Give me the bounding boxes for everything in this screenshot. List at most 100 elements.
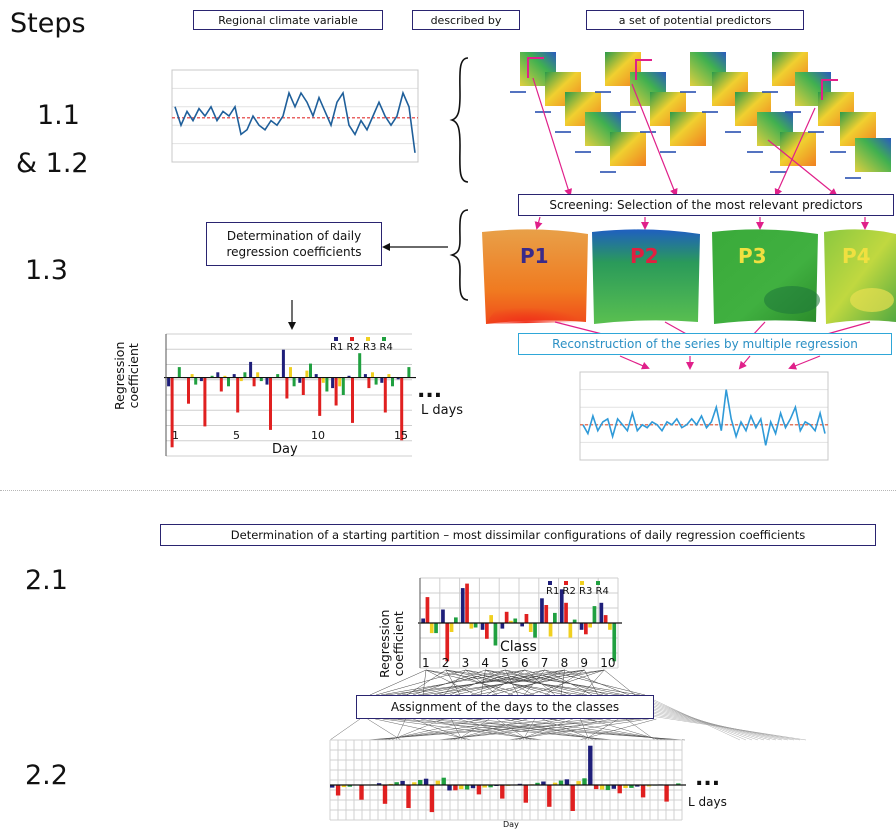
days-chart-bar <box>359 785 364 800</box>
p2-label: P2 <box>630 244 659 268</box>
predictor-map-p2 <box>592 229 700 324</box>
class-assignment-line <box>584 669 599 696</box>
day-assignment-line <box>522 718 535 741</box>
daily-coefficients-bar-r2 <box>170 377 174 448</box>
bottom-chart-ellipsis: ... <box>695 766 721 791</box>
days-chart-bar <box>482 785 487 788</box>
class-assignment-line <box>422 669 427 696</box>
daily-coefficients-bar-r3 <box>387 374 391 378</box>
daily-coefficients-bar-r1 <box>396 377 400 380</box>
days-chart-bar <box>599 785 605 790</box>
day-assignment-line <box>458 718 534 741</box>
daily-coefficients-bar-r1 <box>298 377 302 383</box>
days-chart-bar <box>576 781 581 785</box>
p1-label: P1 <box>520 244 549 268</box>
daily-coefficients-bar-r4 <box>391 377 394 387</box>
day-assignment-line <box>420 718 539 741</box>
daily-chart-xlabel: Day <box>272 442 298 457</box>
day-assignment-line <box>365 718 634 741</box>
class-coefficients-legend-swatch <box>564 581 568 585</box>
daily-chart-ldays: L days <box>421 403 464 418</box>
day-assignment-line <box>542 718 595 741</box>
class-coefficients-bar-r3 <box>548 623 553 637</box>
daily-coefficients-bar-r1 <box>167 377 171 387</box>
predictor-map-thumbnail <box>610 132 646 166</box>
daily-coefficients-bar-r2 <box>252 377 256 387</box>
daily-coefficients-legend-swatch <box>350 337 354 341</box>
days-chart-bar <box>447 785 452 791</box>
class-coefficients-bar-r1 <box>599 602 604 624</box>
predictor-map-thumbnail <box>780 132 816 166</box>
days-chart-bar <box>330 785 335 788</box>
day-assignment-line <box>395 718 406 741</box>
daily-coefficients-bar-r4 <box>407 367 411 378</box>
class-coefficients-bar-r3 <box>469 623 474 629</box>
brace-2 <box>449 209 469 301</box>
described-by-label: described by <box>412 10 520 30</box>
class-coefficients-bar-r4 <box>553 612 557 623</box>
daily-coefficients-bar-r3 <box>239 377 243 382</box>
class-coefficients-legend-swatch <box>580 581 584 585</box>
bottom-chart-ldays: L days <box>688 795 727 809</box>
class-assignment-line <box>454 669 565 696</box>
class-coefficients-bar-r1 <box>441 609 445 623</box>
day-assignment-line <box>578 718 657 741</box>
days-chart-bar <box>646 785 652 787</box>
daily-coefficients-bar-r2 <box>301 377 305 395</box>
daily-coefficients-bar-r2 <box>318 377 322 416</box>
class-coefficients-bar-r2 <box>485 623 489 639</box>
day-assignment-line <box>625 718 656 741</box>
class-coefficients-bar-r4 <box>493 623 498 646</box>
class-coefficients-bar-r4 <box>533 623 537 638</box>
predictor-map-thumbnail <box>855 138 891 172</box>
day-assignment-line <box>451 718 528 741</box>
class-coefficients-bar-r2 <box>465 583 469 623</box>
daily-coefficients-bar-r4 <box>341 377 345 395</box>
daily-coefficients-bar-r4 <box>374 377 378 385</box>
days-chart-bar <box>570 785 575 811</box>
day-assignment-line <box>512 718 611 741</box>
class-coefficients-bar-r1 <box>540 598 544 624</box>
step-1-3: 1.3 <box>25 255 68 286</box>
step-2-2: 2.2 <box>25 760 68 791</box>
daily-coefficients-bar-r2 <box>219 377 223 392</box>
class-assignment-line <box>375 669 466 696</box>
days-chart-bar <box>640 785 646 798</box>
day-assignment-line <box>653 713 795 741</box>
class-assignment-line <box>380 669 526 696</box>
selected-predictor-maps <box>482 229 896 324</box>
daily-coefficients-bar-r2 <box>269 377 272 430</box>
class-coefficients-bar-r4 <box>434 623 438 634</box>
class-tick-7: 7 <box>540 656 549 670</box>
daily-coefficients-bar-r2 <box>400 377 404 441</box>
regional-variable-series-line <box>174 90 416 153</box>
class-coefficients-bar-r4 <box>612 623 617 662</box>
daily-coefficients-bar-r1 <box>232 374 236 378</box>
starting-partition-label: Determination of a starting partition – … <box>160 524 876 546</box>
days-chart-bar <box>664 785 669 802</box>
brace-1 <box>449 57 469 183</box>
day-assignment-line <box>380 718 520 741</box>
class-coefficients-bar-r4 <box>572 619 577 623</box>
class-coefficients-bar-r1 <box>460 588 465 623</box>
class-assignment-line <box>425 669 583 696</box>
daily-coefficients-bar-r2 <box>383 377 387 413</box>
class-coefficients-bar-r3 <box>509 620 513 624</box>
daily-coefficients-bar-r1 <box>331 377 335 389</box>
days-chart-bar <box>429 785 435 813</box>
days-chart-bar <box>470 785 476 789</box>
highlight-marker <box>635 59 652 80</box>
class-tick-2: 2 <box>441 656 450 670</box>
class-coefficients-bar-r2 <box>425 597 430 623</box>
days-chart-bar <box>676 783 681 785</box>
class-tick-1: 1 <box>422 656 430 670</box>
days-chart-bar <box>441 777 446 785</box>
days-chart-bar <box>605 785 611 791</box>
class-tick-5: 5 <box>501 656 509 670</box>
class-coefficients-bar-r4 <box>592 606 597 623</box>
class-coefficients-bar-r3 <box>608 623 612 630</box>
step-1-2: & 1.2 <box>16 148 89 179</box>
days-chart-bar <box>435 780 440 785</box>
class-assignment-line <box>396 669 506 696</box>
